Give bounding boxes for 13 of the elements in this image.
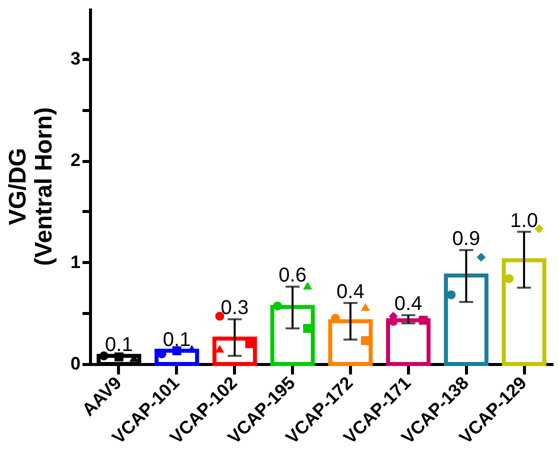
- data-label: 0.4: [394, 293, 422, 316]
- data-label: 0.1: [162, 328, 191, 351]
- data-label: 0.4: [336, 280, 364, 303]
- y-tick-label: 0: [70, 354, 80, 374]
- y-axis-title: VG/DG (Ventral Horn): [4, 107, 58, 266]
- data-label: 0.3: [220, 297, 249, 320]
- y-tick-label: 2: [70, 150, 80, 170]
- data-label: 0.1: [105, 334, 133, 356]
- data-label: 0.6: [278, 264, 306, 287]
- y-tick-label: 1: [70, 252, 80, 272]
- data-label: 1.0: [510, 210, 538, 232]
- data-label: 0.9: [452, 228, 480, 250]
- y-tick-label: 3: [70, 48, 80, 68]
